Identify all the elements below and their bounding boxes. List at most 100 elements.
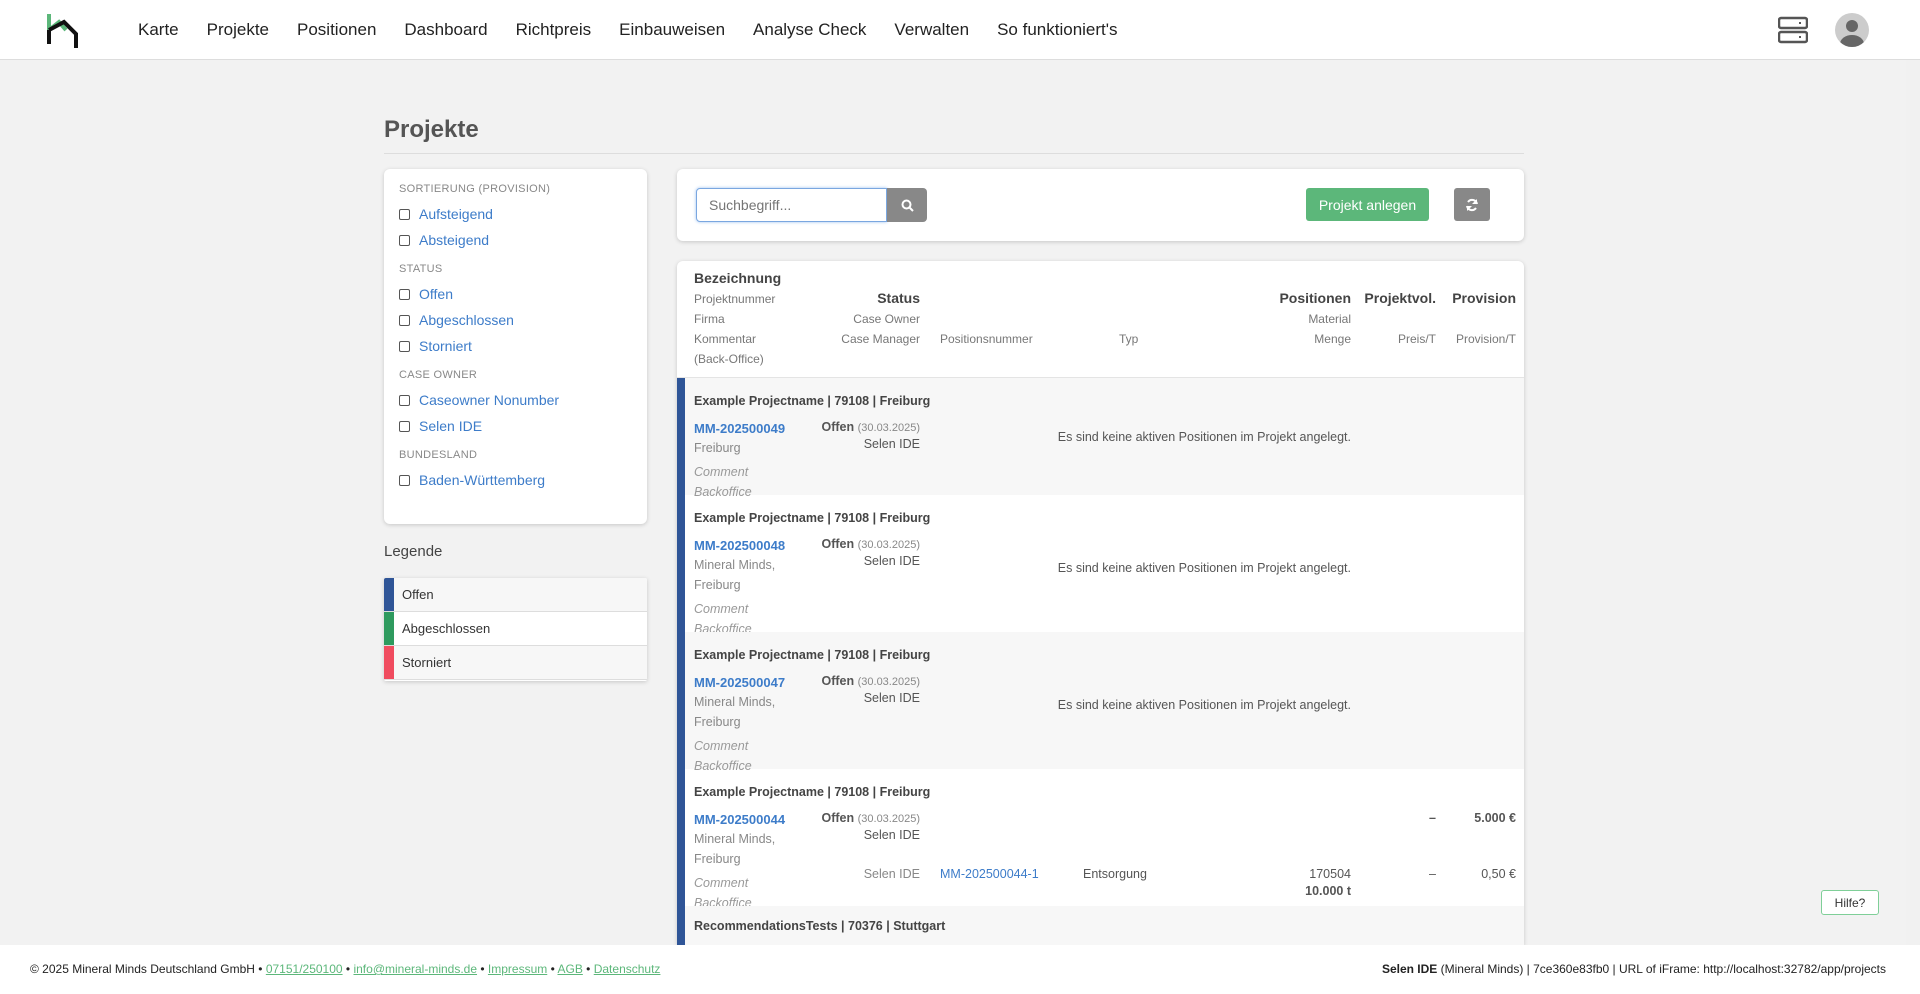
- status-label: Offen: [821, 674, 855, 688]
- help-button[interactable]: Hilfe?: [1821, 890, 1879, 915]
- material: 170504: [1309, 867, 1351, 881]
- phone-link[interactable]: 07151/250100: [265, 962, 343, 976]
- refresh-button[interactable]: [1454, 188, 1490, 221]
- project-number-link[interactable]: MM-202500048: [694, 538, 786, 553]
- company: Freiburg: [694, 441, 741, 455]
- project-title: RecommendationsTests | 70376 | Stuttgart: [694, 919, 946, 933]
- filter-option[interactable]: Abgeschlossen: [399, 307, 632, 333]
- header-backoffice: (Back-Office): [694, 352, 764, 366]
- nav-item-karte[interactable]: Karte: [138, 20, 179, 39]
- filter-option-label[interactable]: Offen: [419, 286, 453, 302]
- nav-item-einbauweisen[interactable]: Einbauweisen: [619, 20, 726, 39]
- nav-item-verwalten[interactable]: Verwalten: [894, 20, 970, 39]
- email-link[interactable]: info@mineral-minds.de: [353, 962, 478, 976]
- checkbox[interactable]: [399, 420, 410, 432]
- spacer: [399, 359, 632, 369]
- legend-label: Offen: [402, 587, 434, 602]
- table-row[interactable]: Example Projectname | 79108 | Freiburg MM…: [677, 769, 1524, 910]
- refresh-icon: [1466, 198, 1478, 211]
- status-label: Offen: [821, 420, 855, 434]
- checkbox[interactable]: [399, 314, 410, 326]
- status-date: (30.03.2025): [857, 422, 920, 434]
- legend-item: Storniert: [384, 646, 647, 680]
- filter-option-label[interactable]: Absteigend: [419, 232, 490, 248]
- checkbox[interactable]: [399, 234, 410, 246]
- page-scrollbar[interactable]: [1906, 60, 1920, 945]
- filter-option[interactable]: Absteigend: [399, 227, 632, 253]
- comment: Backoffice: [694, 485, 752, 499]
- nav-item-analyse-check[interactable]: Analyse Check: [753, 20, 867, 39]
- sep: •: [586, 962, 591, 976]
- top-navbar: Karte Projekte Positionen Dashboard Richtpre…: [0, 0, 1920, 60]
- price-per-ton: –: [1429, 867, 1436, 881]
- project-number-link[interactable]: MM-202500047: [694, 675, 786, 690]
- nav-item-projekte[interactable]: Projekte: [206, 20, 270, 39]
- filter-option[interactable]: Baden-Württemberg: [399, 467, 632, 493]
- project-number-link[interactable]: MM-202500044: [694, 812, 786, 827]
- server-icon[interactable]: [1778, 16, 1808, 44]
- sep: •: [345, 962, 351, 976]
- status-stripe: [677, 632, 685, 769]
- filter-option-label[interactable]: Abgeschlossen: [419, 312, 514, 328]
- new-project-button[interactable]: Projekt anlegen: [1306, 188, 1429, 221]
- filter-option-label[interactable]: Caseowner Nonumber: [419, 392, 560, 408]
- company: Mineral Minds,: [694, 832, 776, 846]
- filter-option-label[interactable]: Aufsteigend: [419, 206, 493, 222]
- page-title: Projekte: [384, 116, 479, 143]
- checkbox[interactable]: [399, 208, 410, 220]
- provision-per-ton: 0,50 €: [1481, 867, 1516, 881]
- case-owner: Selen IDE: [863, 828, 920, 842]
- search-button[interactable]: [887, 188, 927, 222]
- nav-item-positionen[interactable]: Positionen: [297, 20, 377, 39]
- filter-option[interactable]: Caseowner Nonumber: [399, 387, 632, 413]
- empty-positions-message: Es sind keine aktiven Positionen im Proj…: [1057, 430, 1351, 444]
- filter-option[interactable]: Aufsteigend: [399, 201, 632, 227]
- status-label: Offen: [821, 811, 855, 825]
- datenschutz-link[interactable]: Datenschutz: [593, 962, 661, 976]
- filter-option[interactable]: Storniert: [399, 333, 632, 359]
- company: Mineral Minds,: [694, 695, 776, 709]
- legend-item: Offen: [384, 578, 647, 612]
- company: Freiburg: [694, 715, 741, 729]
- quantity: 10.000 t: [1305, 884, 1351, 898]
- legend-swatch: [384, 646, 394, 679]
- sep: •: [550, 962, 555, 976]
- comment: Comment: [694, 876, 749, 890]
- table-row[interactable]: Example Projectname | 79108 | Freiburg MM…: [677, 495, 1524, 636]
- impressum-link[interactable]: Impressum: [487, 962, 548, 976]
- empty-positions-message: Es sind keine aktiven Positionen im Proj…: [1057, 698, 1351, 712]
- mineral-minds-logo[interactable]: [46, 12, 86, 48]
- filter-option[interactable]: Selen IDE: [399, 413, 632, 439]
- checkbox[interactable]: [399, 340, 410, 352]
- comment: Comment: [694, 602, 749, 616]
- avatar-icon[interactable]: [1835, 13, 1869, 47]
- filter-option[interactable]: Offen: [399, 281, 632, 307]
- filter-option-label[interactable]: Storniert: [419, 338, 472, 354]
- legend: Offen Abgeschlossen Storniert: [384, 578, 647, 681]
- status-date: (30.03.2025): [857, 676, 920, 688]
- header-case-manager: Case Manager: [841, 332, 920, 346]
- agb-link[interactable]: AGB: [557, 962, 583, 976]
- table-row[interactable]: Example Projectname | 79108 | Freiburg MM…: [677, 378, 1524, 499]
- filter-option-label[interactable]: Selen IDE: [419, 418, 483, 434]
- nav-item-dashboard[interactable]: Dashboard: [404, 20, 488, 39]
- search-input[interactable]: [696, 188, 887, 222]
- project-number-link[interactable]: MM-202500049: [694, 421, 786, 436]
- project-title: Example Projectname | 79108 | Freiburg: [694, 511, 931, 525]
- checkbox[interactable]: [399, 474, 410, 486]
- table-row[interactable]: Example Projectname | 79108 | Freiburg MM…: [677, 632, 1524, 773]
- status-date: (30.03.2025): [857, 539, 920, 551]
- checkbox[interactable]: [399, 288, 410, 300]
- table-row[interactable]: RecommendationsTests | 70376 | Stuttgart: [677, 906, 1524, 945]
- footer-user: Selen IDE: [1381, 962, 1438, 976]
- header-case-owner: Case Owner: [853, 312, 920, 326]
- filter-option-label[interactable]: Baden-Württemberg: [419, 472, 546, 488]
- footer: © 2025 Mineral Minds Deutschland GmbH • …: [0, 945, 1920, 994]
- header-status: Status: [877, 290, 920, 306]
- position-number-link[interactable]: MM-202500044-1: [940, 867, 1039, 881]
- nav-item-so-funktioniert-s[interactable]: So funktioniert's: [997, 20, 1118, 39]
- checkbox[interactable]: [399, 394, 410, 406]
- nav-item-richtpreis[interactable]: Richtpreis: [515, 20, 592, 39]
- footer-info: (Mineral Minds) | 7ce360e83fb0 | URL of …: [1440, 962, 1886, 976]
- header-bezeichnung: Bezeichnung: [694, 270, 782, 286]
